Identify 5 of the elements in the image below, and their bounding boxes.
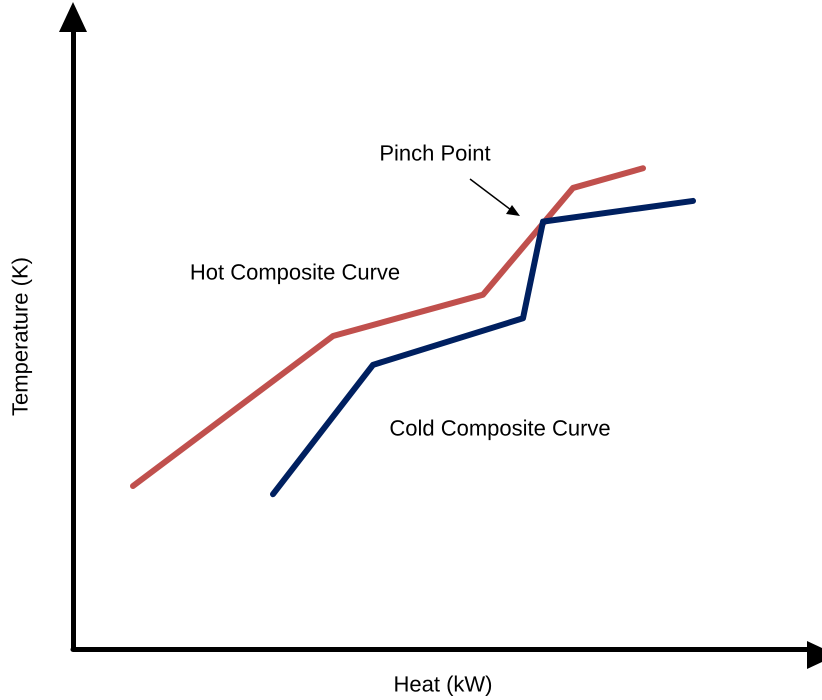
x-axis-title: Heat (kW) <box>394 672 492 696</box>
series-label: Cold Composite Curve <box>389 416 611 440</box>
text: Pinch Point <box>379 140 491 166</box>
series-label: Hot Composite Curve <box>190 260 400 284</box>
y-axis-title: Temperature (K) <box>8 257 32 416</box>
